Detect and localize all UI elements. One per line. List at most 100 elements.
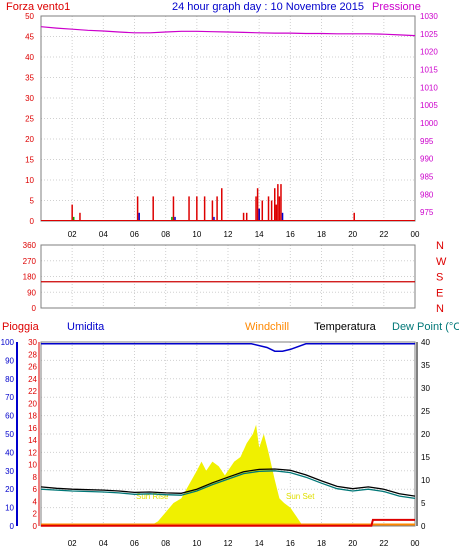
p3-x-tick-18-8: 18 [317,539,326,548]
p1-x-tick-16-7: 16 [286,230,295,239]
humidity-tick-8: 20 [5,485,14,494]
rain-tick-1: 28 [28,350,37,359]
p1-x-tick-14-6: 14 [255,230,264,239]
rain-line [41,518,415,527]
p3-x-tick-20-9: 20 [348,539,357,548]
p1-x-tick-06-2: 06 [130,230,139,239]
p3-x-tick-14-6: 14 [255,539,264,548]
rain-tick-15: 0 [33,522,38,531]
wind-force-tick-1: 45 [25,33,34,42]
direction-deg-tick-4: 0 [32,304,37,313]
wind-force-tick-10: 0 [30,217,35,226]
humidity-tick-5: 50 [5,430,14,439]
pressure-tick-10: 980 [420,190,434,199]
p3-x-tick-00-11: 00 [411,539,420,548]
p3-x-tick-04-1: 04 [99,539,108,548]
wind-force-tick-4: 30 [25,94,34,103]
p3-x-tick-06-2: 06 [130,539,139,548]
rain-tick-14: 2 [33,510,38,519]
wind-force-tick-0: 50 [25,12,34,21]
p1-x-tick-22-10: 22 [379,230,388,239]
rain-tick-7: 16 [28,424,37,433]
direction-compass-tick-2: S [436,272,443,284]
rain-tick-10: 10 [28,461,37,470]
p3-x-tick-02-0: 02 [68,539,77,548]
dew-point-line [40,470,416,500]
p1-x-tick-18-8: 18 [317,230,326,239]
wind-force-tick-3: 35 [25,74,34,83]
pressure-tick-1: 1025 [420,30,438,39]
pressure-tick-11: 975 [420,208,434,217]
direction-deg-tick-1: 270 [23,257,37,266]
dewpoint-label: Dew Point (°C [392,321,459,333]
humidity-tick-3: 70 [5,393,14,402]
temperature-tick-3: 25 [421,407,430,416]
humidity-tick-4: 60 [5,412,14,421]
humidity-line [41,343,415,352]
pressure-tick-6: 1000 [420,119,438,128]
temperature-tick-4: 20 [421,430,430,439]
sunrise-annotation: Sun Rise [136,492,169,501]
humidity-tick-10: 0 [10,522,15,531]
temperature-tick-8: 0 [421,522,426,531]
p1-x-tick-08-3: 08 [161,230,170,239]
chart-title: 24 hour graph day : 10 Novembre 2015 [172,1,364,13]
axis-ticks: 5045403530252015105010301025102010151010… [1,12,447,548]
temperature-tick-0: 40 [421,338,430,347]
pressure-tick-4: 1010 [420,83,438,92]
direction-deg-tick-0: 360 [23,241,37,250]
wind-force-label: Forza vento1 [6,1,70,13]
wind-force-tick-7: 15 [25,156,34,165]
temperature-tick-6: 10 [421,476,430,485]
pressure-label: Pressione [372,1,421,13]
rain-tick-12: 6 [33,485,38,494]
solar-area [150,424,303,526]
humidity-tick-1: 90 [5,356,14,365]
direction-compass-tick-1: W [436,256,447,268]
p1-x-tick-00-11: 00 [411,230,420,239]
p3-x-tick-10-4: 10 [192,539,201,548]
direction-compass-tick-4: N [436,303,444,315]
p3-x-tick-08-3: 08 [161,539,170,548]
p1-x-tick-10-4: 10 [192,230,201,239]
rain-tick-8: 14 [28,436,37,445]
temperature-tick-5: 15 [421,453,430,462]
pressure-line [40,26,416,37]
p1-x-tick-12-5: 12 [224,230,233,239]
rain-tick-0: 30 [28,338,37,347]
pressure-tick-8: 990 [420,155,434,164]
humidity-label: Umidita [67,321,105,333]
humidity-tick-7: 30 [5,467,14,476]
humidity-tick-0: 100 [1,338,15,347]
pressure-tick-9: 985 [420,172,434,181]
p3-x-tick-16-7: 16 [286,539,295,548]
pressure-tick-7: 995 [420,137,434,146]
pressure-tick-3: 1015 [420,65,438,74]
wind-force-tick-5: 25 [25,115,34,124]
rain-tick-3: 24 [28,375,37,384]
wind-force-tick-2: 40 [25,53,34,62]
temperature-tick-2: 30 [421,384,430,393]
rain-tick-4: 22 [28,387,37,396]
p3-x-tick-12-5: 12 [224,539,233,548]
rain-label: Pioggia [2,321,40,333]
direction-compass-tick-0: N [436,240,444,252]
direction-panel-frame [40,244,416,309]
pressure-tick-2: 1020 [420,48,438,57]
rain-tick-2: 26 [28,363,37,372]
rain-tick-5: 20 [28,399,37,408]
humidity-tick-9: 10 [5,504,14,513]
p1-x-tick-02-0: 02 [68,230,77,239]
wind-force-tick-8: 10 [25,176,34,185]
temperature-tick-1: 35 [421,361,430,370]
pressure-tick-5: 1005 [420,101,438,110]
pressure-tick-0: 1030 [420,12,438,21]
windchill-label: Windchill [245,321,289,333]
humidity-tick-6: 40 [5,448,14,457]
sunset-annotation: Sun Set [286,492,315,501]
rain-tick-9: 12 [28,448,37,457]
temperature-tick-7: 5 [421,499,426,508]
wind-force-tick-6: 20 [25,135,34,144]
